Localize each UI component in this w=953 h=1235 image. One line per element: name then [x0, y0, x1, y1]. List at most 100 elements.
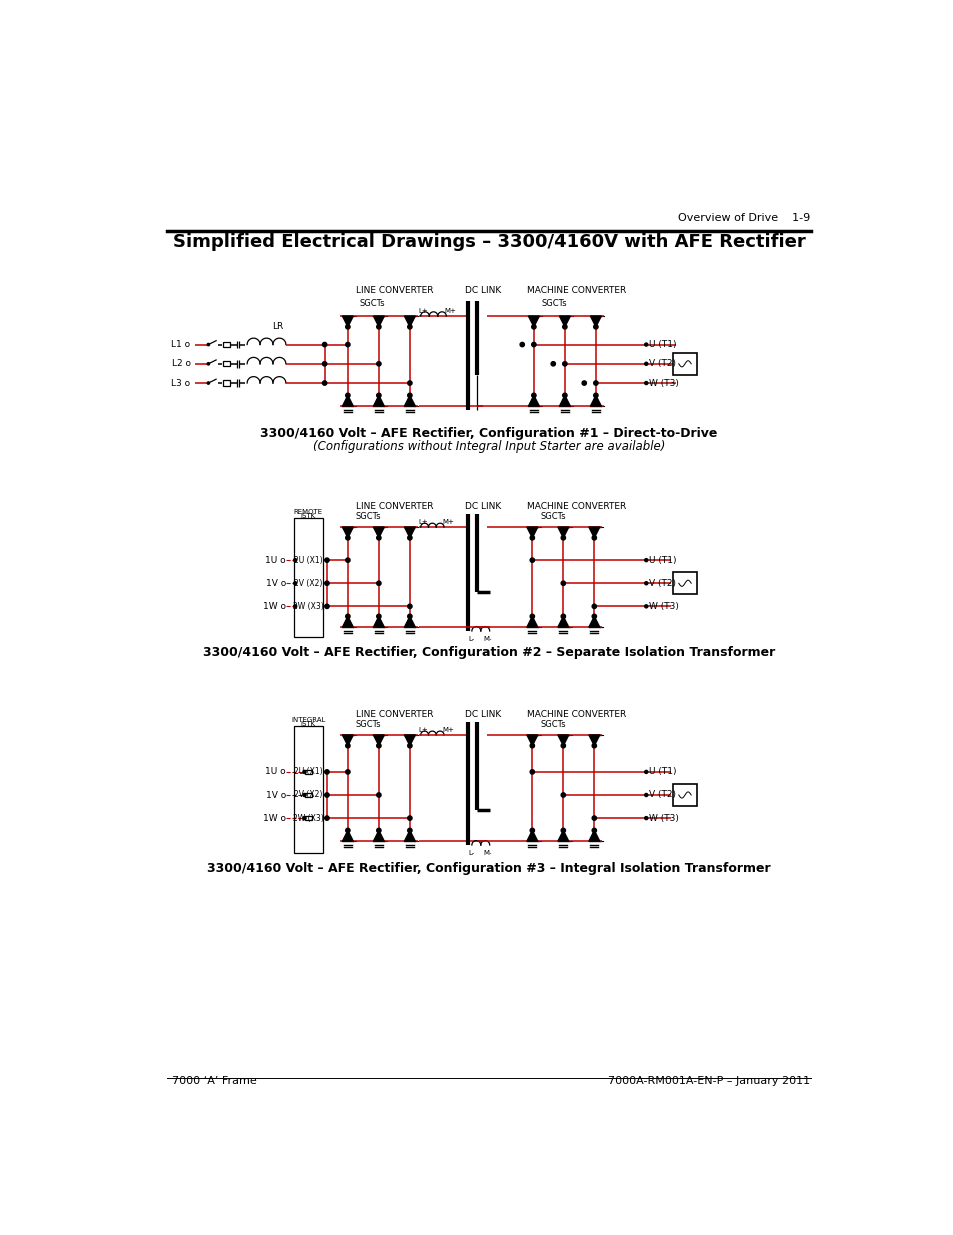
- Polygon shape: [342, 735, 353, 746]
- Circle shape: [345, 558, 350, 562]
- Text: DC LINK: DC LINK: [465, 287, 501, 295]
- Text: DC LINK: DC LINK: [465, 501, 501, 511]
- Text: 1V o: 1V o: [265, 579, 286, 588]
- Circle shape: [324, 604, 329, 609]
- Text: L-: L-: [468, 636, 475, 642]
- Circle shape: [551, 362, 555, 366]
- Polygon shape: [590, 316, 600, 327]
- Circle shape: [345, 325, 350, 329]
- Circle shape: [560, 743, 565, 748]
- Circle shape: [562, 325, 566, 329]
- Polygon shape: [373, 830, 384, 841]
- Circle shape: [593, 380, 598, 385]
- Circle shape: [530, 769, 534, 774]
- Circle shape: [345, 769, 350, 774]
- Circle shape: [562, 362, 566, 366]
- Circle shape: [560, 793, 565, 797]
- Circle shape: [644, 771, 647, 773]
- Circle shape: [324, 816, 329, 820]
- Text: (Configurations without Integral Input Starter are available): (Configurations without Integral Input S…: [313, 440, 664, 453]
- Text: SGCTs: SGCTs: [541, 299, 567, 309]
- Circle shape: [531, 393, 536, 398]
- Circle shape: [322, 380, 327, 385]
- Polygon shape: [404, 527, 415, 537]
- Text: 3300/4160 Volt – AFE Rectifier, Configuration #1 – Direct-to-Drive: 3300/4160 Volt – AFE Rectifier, Configur…: [260, 426, 717, 440]
- Text: L+: L+: [417, 309, 428, 315]
- Circle shape: [376, 793, 380, 797]
- Text: Overview of Drive    1-9: Overview of Drive 1-9: [678, 212, 810, 222]
- Bar: [222, 361, 230, 367]
- Circle shape: [407, 393, 412, 398]
- Bar: [222, 380, 230, 385]
- Text: V (T2): V (T2): [648, 359, 675, 368]
- Polygon shape: [588, 830, 599, 841]
- Circle shape: [407, 614, 412, 619]
- Polygon shape: [558, 395, 570, 406]
- Text: 3300/4160 Volt – AFE Rectifier, Configuration #3 – Integral Isolation Transforme: 3300/4160 Volt – AFE Rectifier, Configur…: [207, 862, 770, 874]
- Circle shape: [407, 829, 412, 832]
- Text: L+: L+: [417, 727, 428, 734]
- Circle shape: [560, 829, 565, 832]
- Circle shape: [560, 582, 565, 585]
- Circle shape: [324, 558, 329, 562]
- Circle shape: [407, 604, 412, 609]
- Circle shape: [592, 604, 596, 609]
- Text: 1W o: 1W o: [263, 814, 286, 823]
- Circle shape: [592, 614, 596, 619]
- Circle shape: [644, 816, 647, 820]
- Polygon shape: [588, 527, 599, 537]
- Text: M-: M-: [482, 636, 491, 642]
- Circle shape: [562, 393, 566, 398]
- Polygon shape: [558, 735, 568, 746]
- Circle shape: [207, 343, 210, 346]
- Circle shape: [303, 771, 306, 773]
- Text: REMOTE: REMOTE: [294, 509, 322, 515]
- Circle shape: [560, 536, 565, 540]
- Text: 2V (X2): 2V (X2): [294, 790, 322, 799]
- Circle shape: [376, 829, 380, 832]
- Circle shape: [294, 582, 296, 585]
- Text: W (T3): W (T3): [648, 601, 678, 611]
- Circle shape: [593, 325, 598, 329]
- Polygon shape: [588, 735, 599, 746]
- Text: W (T3): W (T3): [648, 814, 678, 823]
- Text: 1W o: 1W o: [263, 601, 286, 611]
- Text: L3 o: L3 o: [172, 379, 191, 388]
- Circle shape: [407, 743, 412, 748]
- Text: M+: M+: [442, 520, 454, 525]
- Text: 2W (X3): 2W (X3): [293, 601, 323, 611]
- Circle shape: [644, 362, 647, 366]
- Circle shape: [592, 829, 596, 832]
- Circle shape: [376, 362, 380, 366]
- Circle shape: [530, 614, 534, 619]
- Text: SGCTs: SGCTs: [539, 511, 565, 521]
- Circle shape: [324, 793, 329, 797]
- Polygon shape: [528, 395, 538, 406]
- Text: 7000A-RM001A-EN-P – January 2011: 7000A-RM001A-EN-P – January 2011: [608, 1076, 810, 1086]
- Polygon shape: [558, 527, 568, 537]
- Text: LINE CONVERTER: LINE CONVERTER: [355, 710, 433, 719]
- Text: M+: M+: [444, 309, 456, 315]
- Circle shape: [303, 793, 306, 797]
- Polygon shape: [526, 735, 537, 746]
- Text: LR: LR: [273, 322, 283, 331]
- Text: V (T2): V (T2): [648, 790, 675, 799]
- Text: SGCTs: SGCTs: [355, 511, 381, 521]
- Polygon shape: [404, 830, 415, 841]
- Circle shape: [303, 816, 306, 820]
- Polygon shape: [526, 527, 537, 537]
- Circle shape: [345, 614, 350, 619]
- Circle shape: [407, 325, 412, 329]
- Text: ISTK: ISTK: [300, 514, 315, 519]
- Circle shape: [407, 816, 412, 820]
- Polygon shape: [404, 735, 415, 746]
- Text: SGCTs: SGCTs: [359, 299, 385, 309]
- Text: 2V (X2): 2V (X2): [294, 579, 322, 588]
- Circle shape: [530, 558, 534, 562]
- Text: L-: L-: [468, 850, 475, 856]
- Circle shape: [581, 380, 586, 385]
- Text: M-: M-: [482, 850, 491, 856]
- Circle shape: [531, 325, 536, 329]
- Polygon shape: [342, 616, 353, 627]
- Polygon shape: [526, 616, 537, 627]
